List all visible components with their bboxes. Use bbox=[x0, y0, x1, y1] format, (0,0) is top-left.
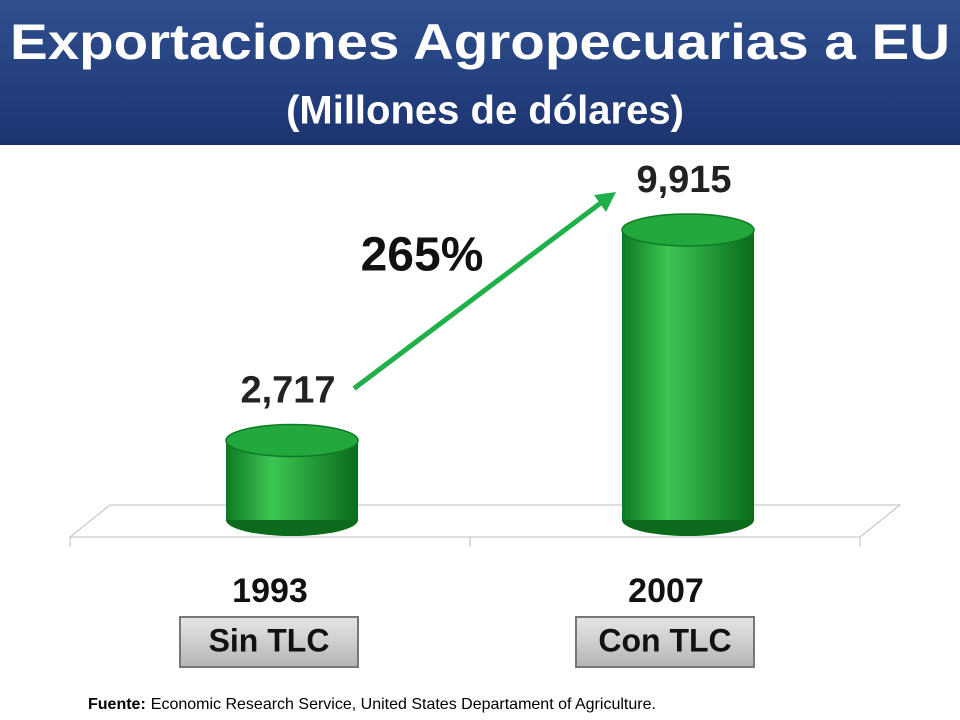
category-label: 1993 bbox=[232, 572, 308, 610]
floor bbox=[68, 504, 902, 538]
value-label: 9,915 bbox=[636, 159, 731, 201]
source-label: Fuente: bbox=[88, 696, 146, 713]
growth-annotation: 265% bbox=[361, 229, 484, 282]
cylinder-top bbox=[621, 213, 755, 247]
category-box bbox=[575, 616, 755, 668]
growth-arrowhead bbox=[594, 192, 616, 212]
source-text: Economic Research Service, United States… bbox=[151, 696, 656, 713]
bar bbox=[622, 230, 754, 520]
category-note: Sin TLC bbox=[209, 622, 330, 658]
chart-title: Exportaciones Agropecuarias a EU bbox=[10, 14, 950, 70]
source-label: Fuente: Economic Research Service, United… bbox=[88, 696, 656, 713]
value-label: 2,717 bbox=[240, 370, 335, 412]
category-label: 2007 bbox=[628, 572, 704, 610]
cylinder-top bbox=[225, 423, 359, 458]
category-box bbox=[179, 616, 359, 668]
growth-arrow bbox=[352, 197, 608, 391]
category-note: Con TLC bbox=[598, 622, 731, 658]
header-band bbox=[0, 0, 960, 145]
chart-subtitle: (Millones de dólares) bbox=[286, 89, 684, 133]
